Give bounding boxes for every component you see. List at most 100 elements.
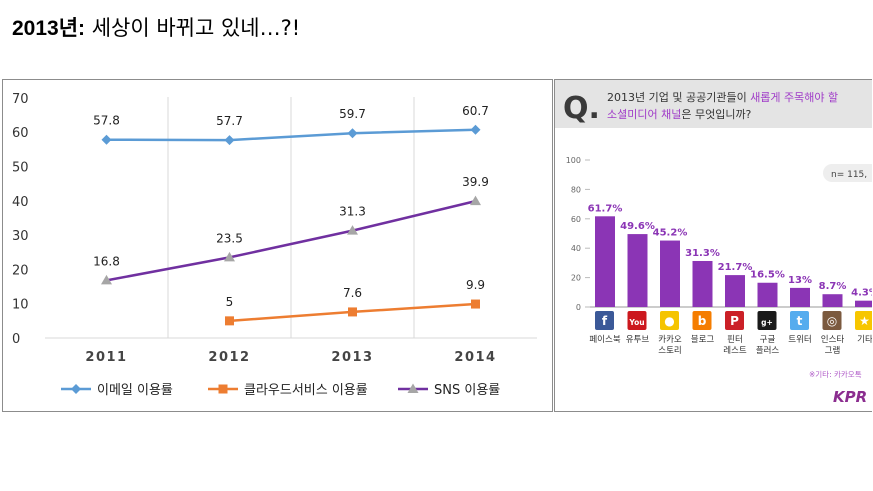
twitter-icon-glyph: t — [797, 314, 803, 328]
bar — [790, 287, 810, 307]
n-badge — [823, 164, 872, 182]
kpr-logo: KPR — [833, 388, 867, 406]
data-label: 57.7 — [216, 114, 243, 128]
bar-value-label: 31.3% — [685, 248, 720, 259]
data-label: 7.6 — [343, 286, 362, 300]
y-tick-label: 10 — [12, 298, 29, 313]
x-tick-label: 2013 — [331, 350, 373, 365]
instagram-icon-glyph: ◎ — [827, 314, 837, 328]
twitter-icon — [790, 311, 809, 330]
y-tick-label: 60 — [12, 126, 29, 141]
data-label: 31.3 — [339, 205, 366, 219]
data-point — [224, 251, 235, 262]
bar — [692, 260, 713, 307]
star-icon-glyph: ★ — [859, 314, 870, 328]
facebook-icon — [595, 311, 614, 330]
data-point — [225, 316, 234, 326]
y-tick-label: 60 — [571, 215, 581, 224]
footnote: ※기타: 카카오톡 — [809, 370, 862, 379]
n-label: n= 115, — [831, 170, 867, 180]
x-tick-label: 2014 — [454, 350, 496, 365]
y-tick-label: 0 — [12, 332, 20, 347]
category-label: 핀터 — [727, 335, 743, 345]
data-label: 59.7 — [339, 107, 366, 121]
data-label: 9.9 — [466, 278, 485, 292]
x-tick-label: 2012 — [208, 350, 250, 365]
youtube-icon — [627, 311, 647, 330]
bar — [725, 275, 745, 307]
data-point — [347, 128, 358, 139]
question-plain: 은 무엇입니까? — [681, 108, 751, 121]
data-point — [470, 124, 481, 135]
headline: 2013년: 세상이 바뀌고 있네…?! — [12, 12, 300, 42]
bar-value-label: 4.3% — [851, 288, 872, 299]
bar-group: 49.6% You 유투브 — [620, 221, 655, 345]
category-label: 트위터 — [788, 335, 811, 345]
bar — [595, 216, 615, 307]
data-label: 60.7 — [462, 104, 489, 118]
bar-value-label: 8.7% — [819, 281, 847, 292]
instagram-icon — [822, 311, 842, 330]
bar-value-label: 21.7% — [718, 262, 753, 273]
category-label: 카카오 — [658, 335, 682, 345]
data-point — [348, 307, 357, 317]
question-line-1: 2013년 기업 및 공공기관들이 새롭게 주목해야 할 — [607, 90, 838, 104]
y-tick-label: 40 — [12, 195, 29, 210]
blogger-icon — [692, 311, 712, 330]
bar-value-label: 45.2% — [653, 228, 688, 239]
y-tick-label: 20 — [12, 263, 29, 278]
category-label: 인스타 — [821, 334, 845, 345]
data-label: 16.8 — [93, 254, 120, 268]
y-tick-label: 30 — [12, 229, 29, 244]
category-label: 블로그 — [691, 334, 715, 345]
category-label: 페이스북 — [589, 334, 620, 345]
bar-value-label: 16.5% — [750, 270, 785, 281]
y-tick-label: 50 — [12, 161, 29, 176]
youtube-icon-glyph: You — [628, 318, 644, 327]
data-point — [224, 135, 235, 146]
data-label: 23.5 — [216, 231, 243, 245]
y-tick-label: 70 — [12, 92, 29, 107]
bar — [822, 294, 843, 307]
question-line-2: 소셜미디어 채널은 무엇입니까? — [607, 108, 752, 121]
category-label: 플러스 — [756, 346, 780, 356]
kakaostory-icon — [660, 311, 679, 330]
data-point — [347, 225, 358, 235]
headline-text: 세상이 바뀌고 있네…?! — [85, 16, 301, 40]
bar-group: 61.7% f 페이스북 — [588, 203, 623, 345]
usage-line-chart-panel: 0 10 20 30 40 50 60 70 2011 2012 2013 2014 57.8 57.7 5… — [2, 79, 553, 412]
y-tick-label: 80 — [571, 185, 581, 194]
y-tick-label: 100 — [566, 156, 581, 165]
category-label: 구글 — [760, 335, 776, 345]
purple-accent: 새롭게 주목해야 할 — [750, 90, 838, 104]
blogger-icon-glyph: b — [698, 314, 707, 328]
pinterest-icon-glyph: P — [730, 314, 739, 328]
bar — [855, 300, 872, 307]
legend-label: SNS 이용률 — [434, 383, 500, 398]
q-mark: Q. — [563, 91, 600, 126]
data-point — [471, 299, 480, 309]
data-label: 57.8 — [93, 114, 120, 128]
series-2: 16.8 23.5 31.3 39.9 — [93, 175, 489, 285]
series-0: 57.8 57.7 59.7 60.7 — [93, 104, 489, 146]
bar-value-label: 13% — [788, 275, 812, 286]
bar-group: 31.3% b 블로그 — [685, 248, 720, 345]
legend-label: 이메일 이용률 — [97, 383, 173, 398]
legend: 이메일 이용률 클라우드서비스 이용률 SNS 이용률 — [61, 383, 500, 398]
headline-bold: 2013년: — [12, 17, 86, 40]
question-plain: 2013년 기업 및 공공기관들이 — [607, 91, 750, 104]
series-1: 5 7.6 9.9 — [225, 278, 485, 326]
googleplus-icon-glyph: g+ — [761, 318, 773, 327]
legend-marker — [71, 384, 81, 394]
bar — [757, 282, 778, 307]
question-header — [555, 80, 872, 128]
bar-value-label: 49.6% — [620, 221, 655, 232]
bar-group: 4.3% ★ 기타 — [851, 288, 872, 345]
googleplus-icon — [757, 311, 777, 330]
bar-group: 13% t 트위터 — [788, 275, 812, 345]
legend-marker — [218, 384, 228, 394]
legend-label: 클라우드서비스 이용률 — [244, 383, 368, 398]
